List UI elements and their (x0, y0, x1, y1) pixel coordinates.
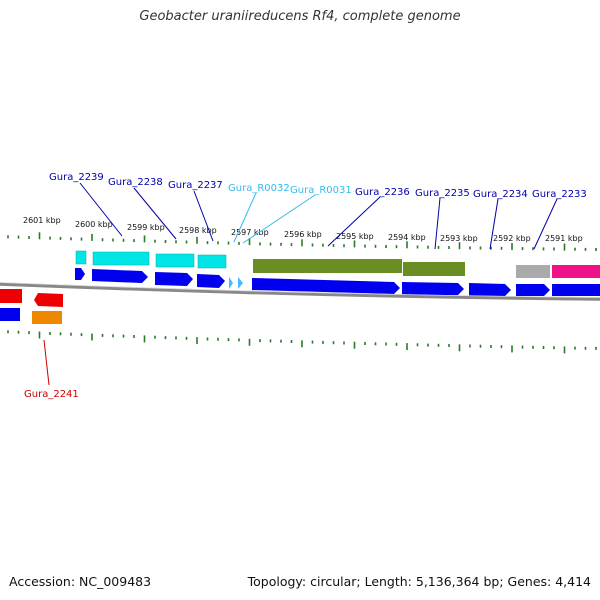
orange-block (32, 311, 62, 324)
cds-arrow (552, 284, 600, 296)
leader-line (533, 198, 558, 250)
rna-arrow (229, 277, 233, 289)
genome-backbone-highlight (0, 282, 600, 298)
red-block (0, 289, 22, 303)
leader-line (434, 197, 441, 250)
kbp-label: 2601 kbp (23, 216, 61, 225)
kbp-label: 2595 kbp (336, 232, 374, 241)
cds-arrow (469, 283, 511, 296)
kbp-label: 2600 kbp (75, 220, 113, 229)
leader-line (489, 198, 499, 250)
accession-text: Accession: NC_009483 (9, 574, 152, 589)
leader-line (193, 190, 214, 242)
feature-block (197, 254, 227, 269)
leader-line (242, 194, 316, 244)
cds-arrow (75, 268, 85, 280)
cds-arrow (402, 282, 464, 295)
gray-block (516, 265, 550, 278)
pink-block (552, 265, 600, 278)
gene-label-gura-r0032: Gura_R0032 (228, 183, 290, 194)
gene-block (403, 262, 465, 276)
leader-line (133, 187, 177, 240)
kbp-label: 2597 kbp (231, 228, 269, 237)
feature-block (75, 250, 87, 265)
feature-block (155, 253, 195, 268)
kbp-label: 2599 kbp (127, 223, 165, 232)
gene-block (253, 259, 402, 273)
genome-summary-text: Topology: circular; Length: 5,136,364 bp… (247, 574, 591, 589)
cds-track-top (75, 268, 600, 296)
kbp-labels: 2601 kbp 2600 kbp 2599 kbp 2598 kbp 2597… (23, 216, 583, 243)
gene-label-gura-2238: Gura_2238 (108, 177, 163, 188)
leader-lines (43, 182, 558, 386)
gene-label-gura-2234: Gura_2234 (473, 189, 528, 200)
genome-backbone (0, 282, 600, 301)
rna-arrow (238, 277, 243, 289)
gene-label-gura-2237: Gura_2237 (168, 180, 223, 191)
feature-track-top (75, 250, 600, 278)
tick-track-bottom (7, 330, 597, 354)
cds-arrow (155, 272, 193, 286)
leader-line (79, 182, 123, 237)
kbp-label: 2593 kbp (440, 234, 478, 243)
tick-track-top (7, 232, 597, 251)
red-arrow (34, 293, 63, 307)
cds-arrow (197, 274, 225, 288)
genome-title: Geobacter uraniireducens Rf4, complete g… (139, 9, 461, 24)
leader-line (233, 192, 257, 243)
gene-label-gura-2239: Gura_2239 (49, 172, 104, 183)
cds-arrow (516, 284, 550, 296)
cds-block (0, 308, 20, 321)
kbp-label: 2598 kbp (179, 226, 217, 235)
gene-label-gura-2233: Gura_2233 (532, 189, 587, 200)
gene-label-gura-2235: Gura_2235 (415, 188, 470, 199)
cds-arrow (252, 278, 400, 294)
cds-arrow (92, 269, 148, 283)
gene-label-gura-2241: Gura_2241 (24, 389, 79, 400)
gene-labels: Gura_2239 Gura_2238 Gura_2237 Gura_R0032… (24, 172, 587, 400)
feature-track-bottom (0, 289, 63, 324)
gene-label-gura-r0031: Gura_R0031 (290, 185, 352, 196)
kbp-label: 2596 kbp (284, 230, 322, 239)
kbp-label: 2592 kbp (493, 234, 531, 243)
leader-line (43, 339, 50, 386)
gene-label-gura-2236: Gura_2236 (355, 187, 410, 198)
kbp-label: 2591 kbp (545, 234, 583, 243)
kbp-label: 2594 kbp (388, 233, 426, 242)
leader-line (327, 196, 381, 247)
feature-block (92, 251, 150, 266)
